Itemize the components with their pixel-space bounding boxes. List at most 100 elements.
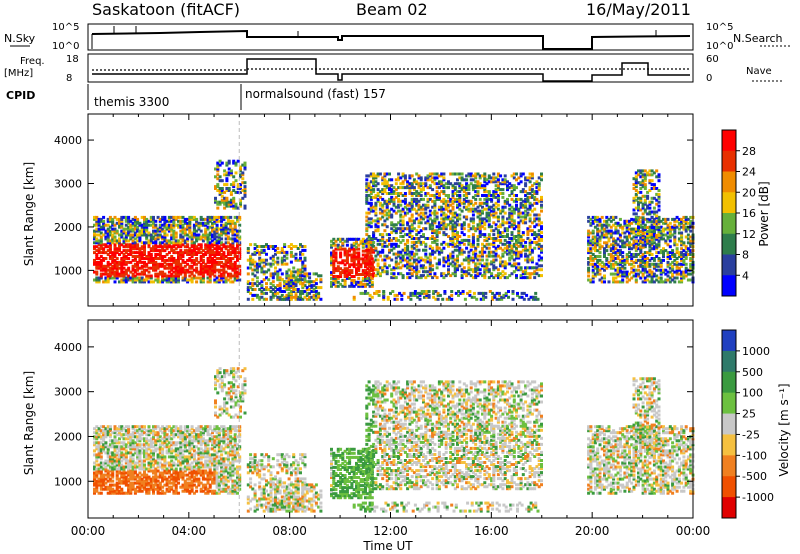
echo-cell xyxy=(612,243,616,247)
echo-cell xyxy=(152,215,155,219)
echo-cell xyxy=(163,266,167,270)
echo-cell xyxy=(422,270,425,274)
echo-cell xyxy=(283,245,287,248)
echo-cell xyxy=(501,207,505,211)
echo-cell xyxy=(524,266,528,270)
echo-cell xyxy=(253,268,257,272)
echo-cell xyxy=(243,163,247,167)
echo-cell xyxy=(115,247,119,251)
echo-cell xyxy=(618,245,622,249)
echo-cell xyxy=(515,235,518,238)
echo-cell xyxy=(370,257,374,261)
echo-cell xyxy=(388,233,391,237)
echo-cell xyxy=(271,288,275,291)
echo-cell xyxy=(174,235,178,239)
echo-cell xyxy=(156,233,160,237)
echo-cell xyxy=(376,219,380,223)
echo-cell xyxy=(401,194,405,197)
echo-cell xyxy=(664,249,668,253)
echo-cell xyxy=(140,223,144,227)
echo-cell xyxy=(481,219,484,223)
echo-cell xyxy=(345,255,349,259)
echo-cell xyxy=(474,268,478,272)
echo-cell xyxy=(172,249,176,253)
echo-cell xyxy=(530,174,534,178)
echo-cell xyxy=(213,231,217,235)
echo-cell xyxy=(195,229,199,233)
echo-cell xyxy=(593,215,597,219)
echo-cell xyxy=(239,185,242,189)
echo-cell xyxy=(158,257,162,260)
echo-cell xyxy=(224,262,228,266)
echo-cell xyxy=(474,252,478,256)
echo-cell xyxy=(476,182,480,186)
echo-cell xyxy=(345,257,349,261)
echo-cell xyxy=(609,247,613,251)
echo-cell xyxy=(186,278,190,282)
echo-cell xyxy=(508,213,512,217)
echo-cell xyxy=(485,254,489,258)
echo-cell xyxy=(451,233,455,237)
echo-cell xyxy=(666,257,670,260)
echo-cell xyxy=(206,245,210,249)
echo-cell xyxy=(152,235,155,239)
echo-cell xyxy=(131,227,135,231)
echo-cell xyxy=(487,276,491,280)
echo-cell xyxy=(222,264,226,268)
echo-cell xyxy=(483,197,487,201)
echo-cell xyxy=(392,199,396,203)
echo-cell xyxy=(339,239,343,243)
echo-cell xyxy=(357,261,361,265)
echo-cell xyxy=(122,266,126,270)
echo-cell xyxy=(215,231,219,235)
echo-cell xyxy=(433,240,437,244)
echo-cell xyxy=(512,270,516,274)
echo-cell xyxy=(108,249,112,253)
echo-cell xyxy=(648,235,652,239)
echo-cell xyxy=(249,243,253,247)
echo-cell xyxy=(179,233,183,237)
echo-cell xyxy=(172,258,176,262)
echo-cell xyxy=(357,265,361,269)
echo-cell xyxy=(453,237,457,240)
echo-cell xyxy=(476,258,480,262)
echo-cell xyxy=(628,262,631,266)
echo-cell xyxy=(152,247,155,251)
echo-cell xyxy=(451,254,455,258)
echo-cell xyxy=(97,239,101,243)
echo-cell xyxy=(147,251,151,255)
echo-cell xyxy=(120,258,124,262)
echo-cell xyxy=(616,221,620,225)
echo-cell xyxy=(417,192,421,195)
echo-cell xyxy=(136,243,140,247)
echo-cell xyxy=(161,255,165,258)
echo-cell xyxy=(143,217,146,221)
echo-cell xyxy=(195,217,199,221)
echo-cell xyxy=(383,229,387,233)
echo-cell xyxy=(630,266,634,270)
echo-cell xyxy=(426,176,430,180)
echo-cell xyxy=(127,278,131,282)
echo-cell xyxy=(662,237,665,241)
echo-cell xyxy=(140,257,144,260)
echo-cell xyxy=(374,246,378,250)
echo-cell xyxy=(431,219,435,223)
echo-cell xyxy=(332,269,336,273)
echo-cell xyxy=(140,253,144,256)
echo-cell xyxy=(458,172,462,176)
echo-cell xyxy=(289,274,293,278)
echo-cell xyxy=(127,217,131,221)
echo-cell xyxy=(186,245,190,249)
echo-cell xyxy=(652,264,656,268)
echo-cell xyxy=(381,192,385,195)
echo-cell xyxy=(406,238,410,242)
echo-cell xyxy=(131,239,135,243)
echo-cell xyxy=(305,286,309,290)
echo-cell xyxy=(156,215,160,219)
echo-cell xyxy=(186,221,190,225)
echo-cell xyxy=(361,291,365,295)
echo-cell xyxy=(104,223,108,227)
echo-cell xyxy=(628,278,631,282)
echo-cell xyxy=(625,270,629,274)
echo-cell xyxy=(526,256,530,260)
